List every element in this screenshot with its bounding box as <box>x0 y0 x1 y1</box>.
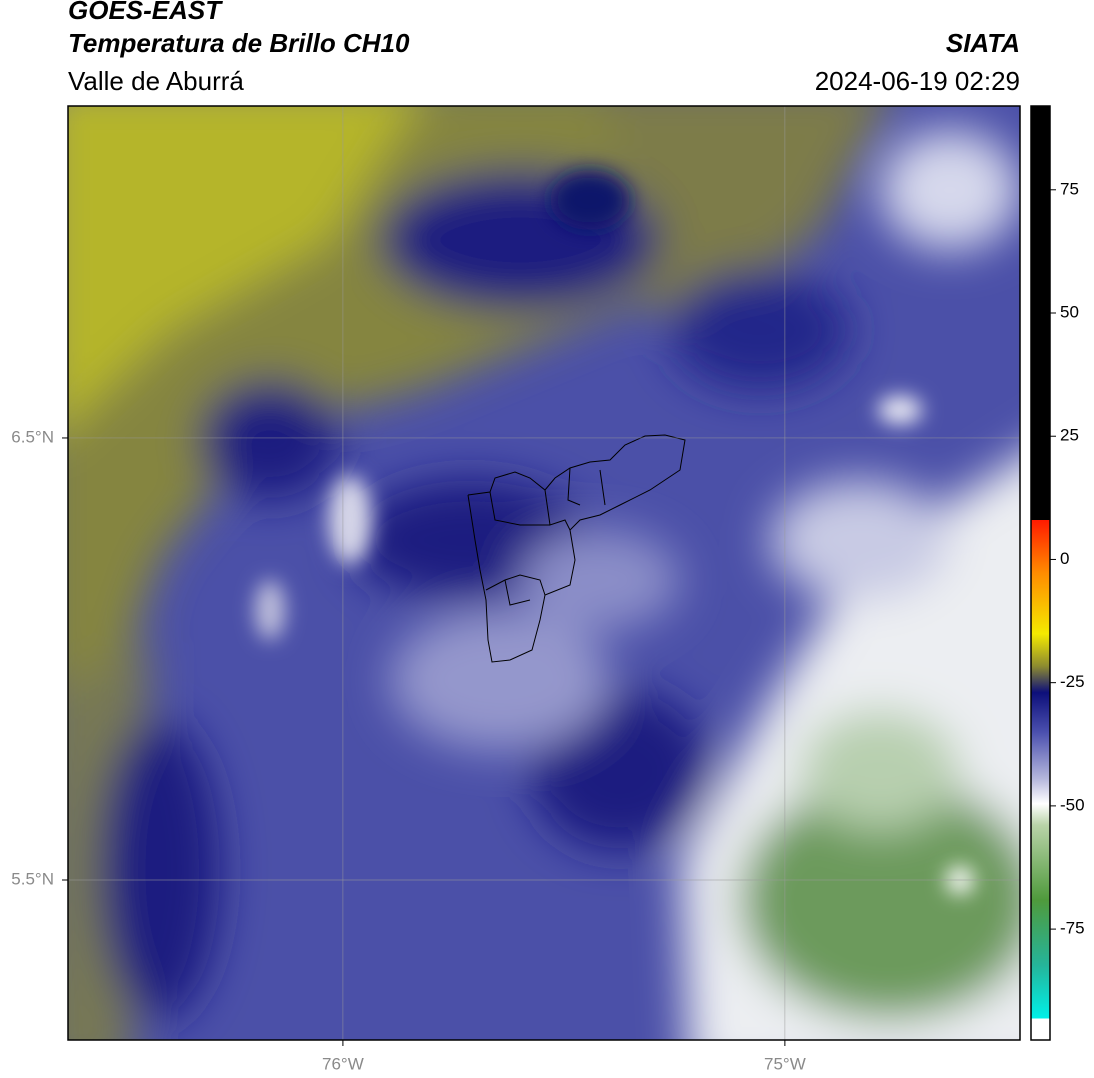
colorbar-tick-label: -75 <box>1060 919 1085 938</box>
region: Valle de Aburrá <box>68 66 244 96</box>
colorbar <box>1030 105 1051 1041</box>
colorbar-tick-label: 50 <box>1060 302 1079 321</box>
y-tick-label: 5.5°N <box>11 869 54 888</box>
source: SIATA <box>946 28 1020 58</box>
colorbar-tick-label: -25 <box>1060 672 1085 691</box>
colorbar-tick-label: 25 <box>1060 426 1079 445</box>
map-frame <box>67 105 1021 1041</box>
colorbar-tick-label: 0 <box>1060 549 1069 568</box>
colorbar-tick-label: 75 <box>1060 179 1079 198</box>
y-tick-label: 6.5°N <box>11 427 54 446</box>
subtitle: Temperatura de Brillo CH10 <box>68 28 410 58</box>
basin-outline <box>467 434 686 663</box>
grid <box>68 106 1020 1040</box>
x-tick-label: 75°W <box>764 1054 806 1073</box>
satellite-image <box>68 106 1020 1040</box>
title: GOES-EAST <box>68 0 223 25</box>
timestamp: 2024-06-19 02:29 <box>815 66 1020 96</box>
x-tick-label: 76°W <box>322 1054 364 1073</box>
colorbar-tick-label: -50 <box>1060 795 1085 814</box>
